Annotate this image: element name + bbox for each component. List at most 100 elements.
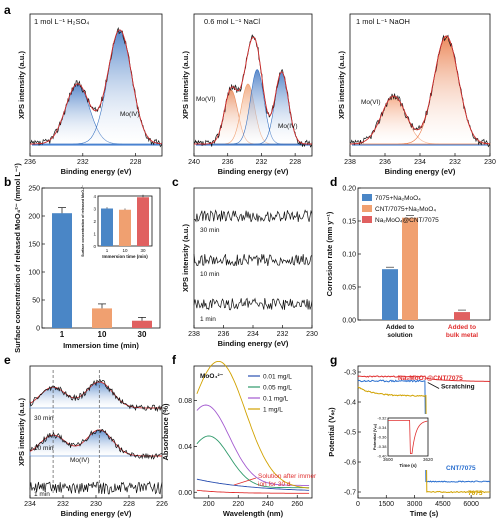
bar-cnt-7075-na2moo4 [402,217,418,320]
x-tick-label: 236 [218,331,230,338]
x-tick-label: 30 [138,330,147,339]
panel-g-chart: Na₂MoO₄@CNT/7075 CNT/7075 7075 Scratching 36… [327,365,491,518]
label-mo-iv: Mo(IV) [70,457,90,464]
group-label-solution-line1: Added to [386,324,414,331]
panel-c: c 30 min 10 min 1 min 238 236 234 232 230 Bindin… [172,175,318,348]
condition-naoh: 1 mol L⁻¹ NaOH [356,17,410,26]
x-tick-label: 1500 [378,501,394,508]
x-axis-label: Time (s) [410,509,439,518]
panel-label-g: g [330,353,337,367]
x-tick-label: 238 [188,331,200,338]
inset-y-tick-label: 0 [93,244,96,249]
inset-x-tick-label: 1 [106,248,109,253]
y-tick-label: 0.04 [178,444,192,451]
y-tick-label: -0.5 [344,430,356,437]
y-tick-label: 200 [28,214,40,221]
x-tick-label: 260 [291,501,303,508]
uv-curve-3 [196,360,310,489]
y-axis-label: Corrosion rate (mm y⁻¹) [325,211,334,296]
panel-label-b: b [4,175,11,189]
y-tick-label: 0.08 [178,398,192,405]
x-tick-label: 10 [98,330,107,339]
x-axis-label: Immersion time (min) [63,341,139,350]
inset-y-tick-label: 3 [93,207,96,212]
fitted-envelope [29,381,162,409]
x-tick-label: 236 [24,159,36,166]
x-tick-label: 228 [289,159,301,166]
fitted-envelope [194,36,312,145]
x-tick-label: 0 [356,501,360,508]
y-tick-label: 250 [28,186,40,193]
label-mo-iv-a2: Mo(IV) [278,123,298,130]
y-axis-label: XPS intensity (a.u.) [17,51,26,119]
x-tick-label: 236 [222,159,234,166]
trace-label-10-min: 10 min [34,445,54,452]
panel-f: f 0.01 mg/L 0.05 mg/L 0.1 mg/L 1 mg/L MoO₄²⁻… [161,353,317,518]
y-tick-label: 100 [28,270,40,277]
inset-x-tick-label: 30 [140,248,146,253]
x-tick-label: 226 [156,501,168,508]
trace-label-1-min: 1 min [200,316,216,323]
y-tick-label: 50 [32,298,40,305]
x-tick-label: 232 [277,331,289,338]
inset-bar-10-min [119,209,131,246]
panel-a3: 238 236 234 232 230 Binding energy (eV) XPS in… [337,13,496,176]
panel-g: g Na₂MoO₄@CNT/7075 CNT/7075 7075 Scratching… [327,353,491,518]
legend-label: 0.05 mg/L [263,385,292,392]
y-axis-label: XPS intensity (a.u.) [181,51,190,119]
condition-h2so4: 1 mol L⁻¹ H₂SO₄ [34,17,89,26]
x-axis-label: Binding energy (eV) [385,167,456,176]
group-label-bulk-line1: Added to [448,324,476,331]
y-axis-label: Potential (Vₛₑ) [327,407,336,457]
trace-label-30-min: 30 min [200,227,220,234]
raw-trace-10-min [29,428,163,460]
y-tick-label: 0 [36,326,40,333]
inset-y-axis-label: Surface concentration of released MoO₄²⁻ [81,185,85,257]
trace-label-30-min: 30 min [34,415,54,422]
x-tick-label: 230 [484,159,496,166]
inset-x-tick-label: 3600 [383,457,394,462]
scratching-label: Scratching [441,384,475,391]
raw-trace-30-min [29,378,163,413]
x-tick-label: 230 [90,501,102,508]
series-label-na2moo4-cnt-7075: Na₂MoO₄@CNT/7075 [398,375,463,382]
x-axis-label: Binding energy (eV) [218,167,289,176]
inset-x-axis-label: Time (s) [399,463,417,468]
panel-f-chart: 0.01 mg/L 0.05 mg/L 0.1 mg/L 1 mg/L MoO₄²⁻ So… [161,360,317,518]
potential-curve-1 [357,379,491,483]
legend-swatch [362,194,372,201]
panel-e: e 30 min 10 min 1 min Mo(IV) 234 232 230 228 226… [4,353,168,518]
x-axis-label: Binding energy (eV) [61,509,132,518]
y-tick-label: 150 [28,242,40,249]
raw-trace-1-min [29,480,163,495]
panel-label-d: d [330,175,337,189]
label-mo-vi-a2: Mo(VI) [196,96,216,103]
x-tick-label: 3000 [407,501,423,508]
panel-e-chart: 30 min 10 min 1 min Mo(IV) 234 232 230 228 226 Bi… [17,365,168,518]
panel-d: d 0.00 0.05 0.10 0.15 0.20 Corrosion rate (mm… [325,175,491,339]
inset-y-tick-label: -0.40 [377,454,387,459]
y-axis-label: XPS intensity (a.u.) [17,398,26,466]
inset-curve [388,420,428,454]
x-tick-label: 238 [344,159,356,166]
inset-y-tick-label: -0.38 [377,444,387,449]
y-tick-label: 0.10 [342,252,356,259]
bar-7075-na2moo4 [382,269,398,320]
plot-frame [193,13,313,157]
x-tick-label: 232 [256,159,268,166]
inset-x-tick-label: 3620 [423,457,434,462]
y-tick-label: 0.05 [342,285,356,292]
label-mo-iv-a1: Mo(IV) [120,111,140,118]
inset-y-tick-label: 2 [93,219,96,224]
solution-label-line2: ion for 30 d [258,481,291,488]
panel-label-c: c [172,175,179,189]
panel-label-a: a [4,3,11,17]
panel-c-chart: 30 min 10 min 1 min 238 236 234 232 230 Binding … [181,187,318,348]
legend-swatch [362,216,372,223]
inset-frame [387,417,429,457]
inset-y-tick-label: -0.34 [377,425,387,430]
y-tick-label: -0.6 [344,460,356,467]
